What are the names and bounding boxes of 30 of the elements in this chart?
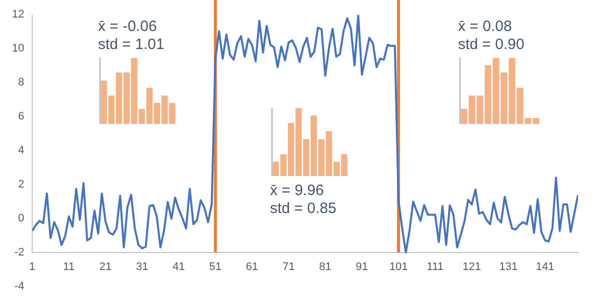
x-tick-label: 121: [462, 261, 481, 274]
x-tick-label: 1: [29, 261, 36, 274]
x-tick-label: 41: [172, 261, 185, 274]
x-tick-label: 141: [536, 261, 554, 274]
annotation: std = 0.85: [270, 200, 336, 218]
y-tick-label: 10: [12, 42, 24, 55]
y-tick-label: -2: [14, 246, 24, 258]
annotation: std = 1.01: [98, 36, 164, 54]
y-tick-label: 0: [18, 212, 24, 224]
annotation: x̄ = 0.08: [458, 18, 513, 36]
x-tick-label: 91: [356, 261, 368, 274]
x-tick-label: 131: [499, 261, 518, 274]
x-tick-label: 51: [209, 261, 222, 274]
x-tick-label: 81: [319, 261, 332, 274]
x-tick-label: 31: [136, 261, 148, 274]
x-tick-label: 71: [282, 261, 295, 274]
x-tick-label: 111: [426, 261, 444, 274]
annotation: x̄ = -0.06: [98, 18, 158, 36]
x-tick-label: 21: [99, 261, 112, 274]
y-tick-label: 12: [12, 8, 24, 21]
x-tick-label: 61: [246, 261, 258, 274]
y-tick-label: 2: [18, 178, 24, 191]
annotation: std = 0.90: [458, 36, 524, 54]
y-tick-label: 8: [18, 76, 24, 89]
x-tick-label: 11: [63, 261, 75, 274]
y-tick-label: -4: [14, 280, 24, 292]
x-tick-label: 101: [389, 261, 408, 274]
y-tick-label: 4: [18, 144, 24, 157]
y-tick-label: 6: [18, 110, 24, 123]
annotation: x̄ = 9.96: [270, 182, 325, 200]
